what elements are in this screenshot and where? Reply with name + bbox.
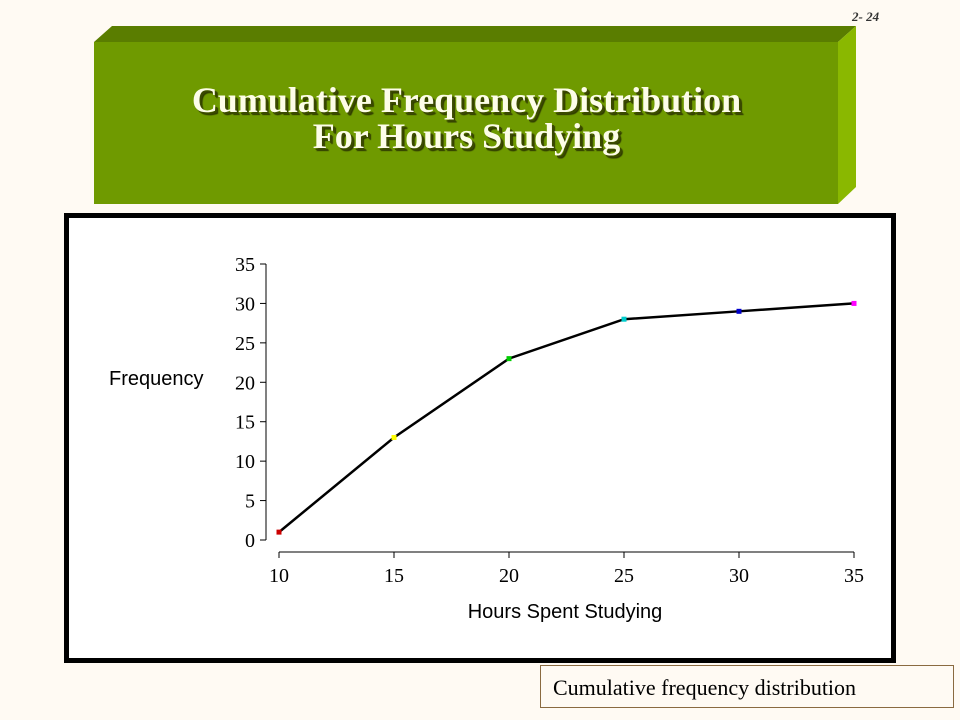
x-tick-label: 10 bbox=[269, 565, 289, 587]
y-tick-label: 30 bbox=[235, 293, 255, 315]
chart-axes: 0 5 10 15 20 25 30 35 10 15 20 25 30 35 bbox=[235, 254, 864, 587]
data-point bbox=[391, 434, 397, 440]
title-banner-front-face bbox=[94, 42, 838, 204]
title-banner-top-face bbox=[94, 26, 856, 42]
x-tick-label: 35 bbox=[844, 565, 864, 587]
y-tick-label: 35 bbox=[235, 254, 255, 276]
x-tick-label: 25 bbox=[614, 565, 634, 587]
slide-number: 2- 24 bbox=[852, 9, 880, 24]
cumulative-frequency-chart: 0 5 10 15 20 25 30 35 10 15 20 25 30 35 Frequency Hou… bbox=[109, 254, 864, 623]
title-banner-side-face bbox=[838, 26, 856, 204]
data-point bbox=[276, 529, 282, 535]
page-title-line-2: For Hours Studying bbox=[312, 116, 621, 156]
title-banner bbox=[94, 26, 856, 204]
x-tick-label: 20 bbox=[499, 565, 519, 587]
y-tick-label: 10 bbox=[235, 451, 255, 473]
x-axis-label: Hours Spent Studying bbox=[468, 601, 663, 623]
page-title-line-1: Cumulative Frequency Distribution bbox=[191, 80, 742, 120]
x-tick-label: 30 bbox=[729, 565, 749, 587]
y-tick-label: 15 bbox=[235, 412, 255, 434]
x-tick-label: 15 bbox=[384, 565, 404, 587]
y-tick-label: 0 bbox=[245, 530, 255, 552]
y-tick-label: 5 bbox=[245, 491, 255, 513]
page-title: Cumulative Frequency Distribution For Ho… bbox=[94, 82, 839, 154]
caption-box: Cumulative frequency distribution bbox=[540, 665, 954, 708]
y-axis-label: Frequency bbox=[109, 368, 204, 390]
y-tick-label: 20 bbox=[235, 372, 255, 394]
chart-frame: 0 5 10 15 20 25 30 35 10 15 20 25 30 35 Frequency Hou… bbox=[64, 213, 896, 663]
data-point bbox=[621, 316, 627, 322]
data-point bbox=[851, 300, 857, 306]
y-tick-label: 25 bbox=[235, 333, 255, 355]
data-point bbox=[506, 356, 512, 362]
series-line bbox=[278, 302, 855, 534]
data-point bbox=[736, 308, 742, 314]
chart-series bbox=[276, 300, 857, 535]
